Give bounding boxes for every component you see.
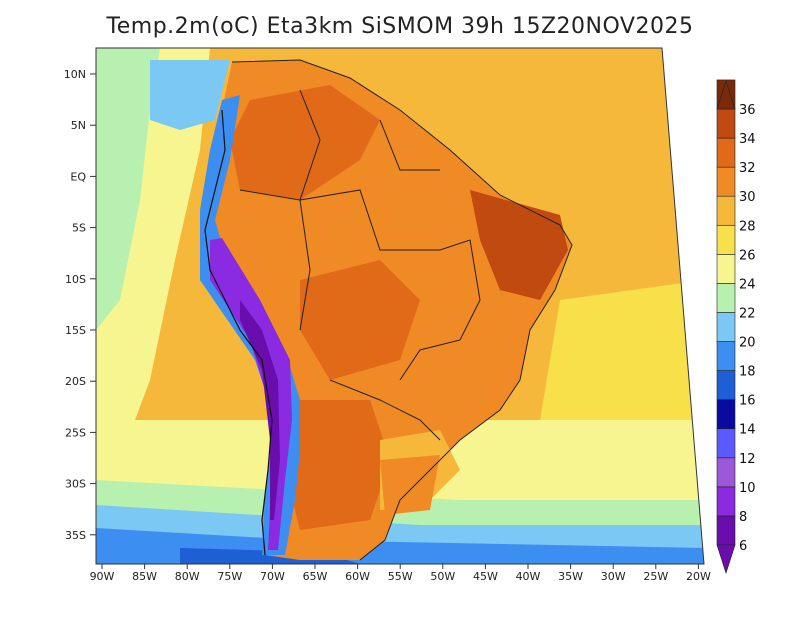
colorbar-label: 12 [739,452,756,467]
colorbar-label: 6 [739,539,747,554]
atlantic-light-band [540,280,704,420]
lon-label: 35W [558,570,583,583]
colorbar-swatch [716,224,736,255]
map-frame [95,47,705,565]
central-hot-region [300,260,420,380]
colorbar-label: 26 [739,248,756,263]
colorbar-swatch [716,312,736,342]
colorbar-min-arrow [716,544,736,574]
colorbar-label: 8 [739,510,747,525]
lon-label: 25W [643,570,668,583]
uruguay-region [380,455,440,515]
colorbar-swatch [716,341,736,371]
longitude-axis: 90W 85W 80W 75W 70W 65W 60W 55W 50W 45W 40W 35W 30W 2… [90,564,711,583]
colorbar-label: 16 [739,394,756,409]
pacific-green-band [96,48,160,330]
lat-label: 10S [65,273,86,286]
lon-label: 30W [601,570,626,583]
colorbar-swatch [716,428,736,459]
lon-label: 60W [345,570,370,583]
lon-label: 85W [132,570,157,583]
pacific-blue-patch [150,60,230,130]
colorbar-swatch [716,195,736,226]
latitude-axis: 10N 5N EQ 5S 10S 15S 20S 25S 30S 35S [64,68,96,542]
amazon-hot-region [230,85,380,200]
colorbar-swatch [716,137,736,168]
colorbar-max-arrow [716,80,736,110]
lat-label: 35S [65,529,86,542]
colorbar-label: 34 [739,132,756,147]
colorbar-swatch [716,486,736,517]
colorbar: 6 8 10 12 14 16 18 20 22 24 26 28 30 32 34 36 [716,79,756,574]
northeast-hot-region [470,190,568,300]
lat-label: 5N [71,119,86,132]
lat-label: 15S [65,324,86,337]
lon-label: 90W [90,570,115,583]
colorbar-swatch [716,283,736,313]
lat-label: 10N [64,68,86,81]
lon-label: 70W [260,570,285,583]
colorbar-label: 10 [739,481,756,496]
coastline [204,109,273,556]
lon-label: 80W [175,570,200,583]
colorbar-swatch [716,370,736,400]
lat-label: 25S [65,426,86,439]
colorbar-swatch [716,399,736,430]
colorbar-swatch [716,515,736,546]
map-title: Temp.2m(oC) Eta3km SiSMOM 39h 15Z20NOV20… [106,14,694,39]
colorbar-label: 24 [739,277,756,292]
colorbar-label: 22 [739,306,756,321]
pampas-region [285,400,390,530]
colorbar-swatch [716,166,736,197]
lon-label: 55W [388,570,413,583]
lon-label: 50W [430,570,455,583]
lon-label: 75W [217,570,242,583]
colorbar-swatch [716,108,736,139]
lat-label: 5S [72,222,86,235]
lat-label: 30S [65,478,86,491]
colorbar-label: 28 [739,219,756,234]
colorbar-swatch [716,457,736,488]
lon-label: 40W [516,570,541,583]
colorbar-label: 20 [739,336,756,351]
country-borders [231,59,573,561]
colorbar-label: 30 [739,190,756,205]
colorbar-label: 36 [739,103,756,118]
lat-label: 20S [65,375,86,388]
lon-label: 65W [303,570,328,583]
andes-coldest-core [240,300,280,520]
lon-label: 45W [473,570,498,583]
colorbar-swatch [716,254,736,284]
colorbar-label: 18 [739,365,756,380]
lon-label: 20W [686,570,711,583]
lat-label: EQ [70,170,86,183]
colorbar-label: 14 [739,423,756,438]
colorbar-label: 32 [739,161,756,176]
